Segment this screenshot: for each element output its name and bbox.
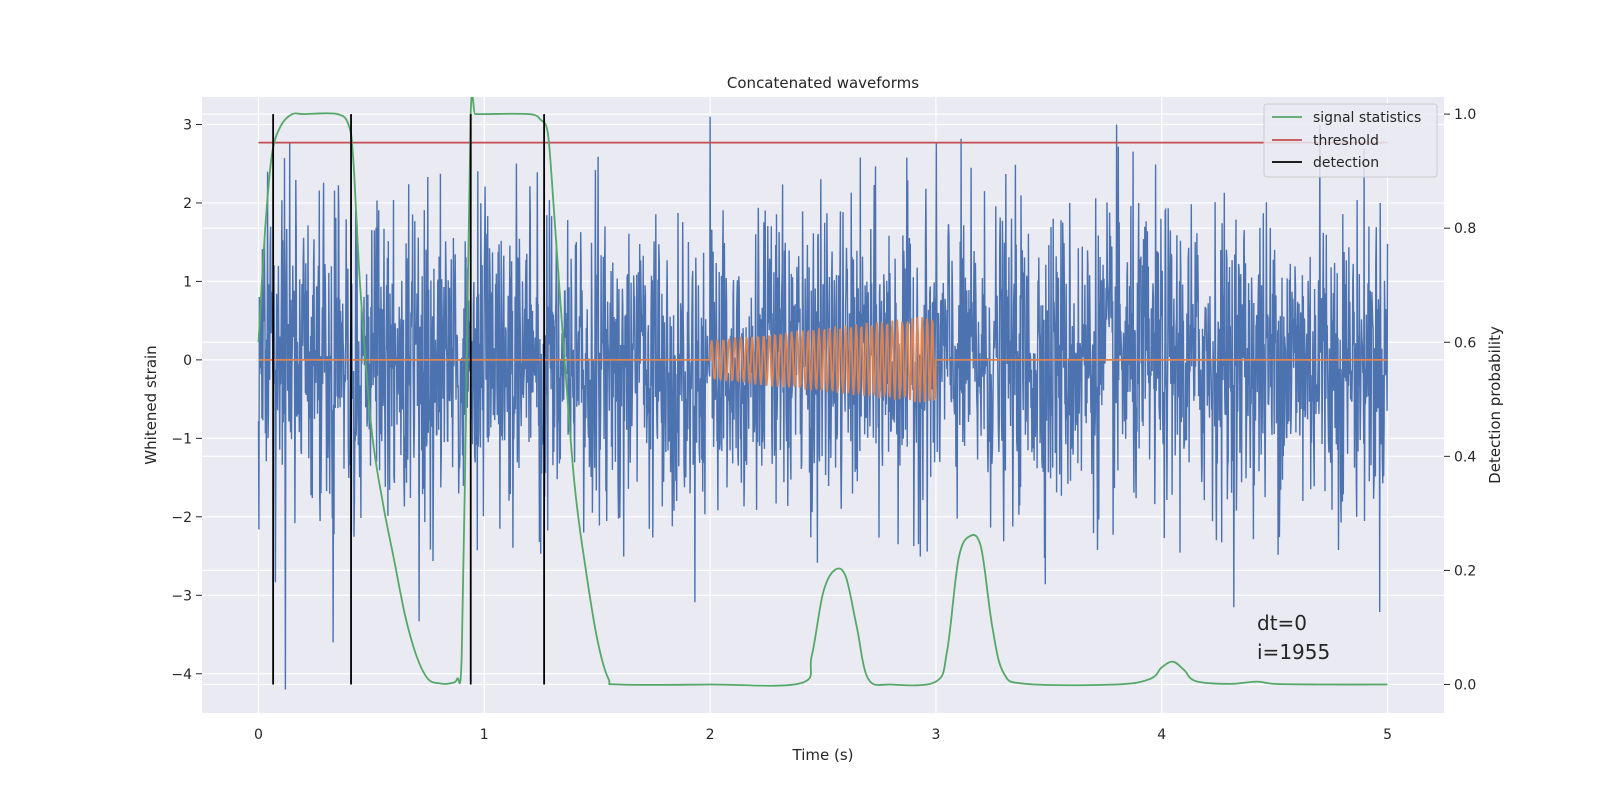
y2-tick-label: 0.8 xyxy=(1454,221,1476,237)
y-tick-label: 3 xyxy=(183,117,192,133)
y-tick-label: 2 xyxy=(183,196,192,212)
y-tick-label: 1 xyxy=(183,274,192,290)
y2-tick-label: 0.6 xyxy=(1454,335,1476,351)
annotation-i: i=1955 xyxy=(1257,640,1330,664)
ticks: 0 1 2 3 4 5 −4 −3 −2 −1 0 1 2 3 0.0 0.2 0.4 0.6 0.8 1.0 xyxy=(171,107,1476,743)
legend-label-threshold: threshold xyxy=(1313,133,1379,149)
y-tick-label: −2 xyxy=(171,510,192,526)
x-tick-label: 4 xyxy=(1157,727,1166,743)
legend-label-signal-statistics: signal statistics xyxy=(1313,110,1421,126)
series-whitened-strain xyxy=(257,116,1389,690)
x-tick-label: 0 xyxy=(254,727,263,743)
x-axis-label: Time (s) xyxy=(792,746,854,764)
y-tick-label: −4 xyxy=(171,667,192,683)
y2-tick-label: 0.2 xyxy=(1454,563,1476,579)
y2-tick-label: 0.4 xyxy=(1454,449,1476,465)
y-tick-label: −1 xyxy=(171,431,192,447)
y2-tick-label: 0.0 xyxy=(1454,677,1476,693)
series-layer xyxy=(257,97,1389,690)
x-tick-label: 5 xyxy=(1383,727,1392,743)
chart-title: Concatenated waveforms xyxy=(727,74,919,92)
legend: signal statistics threshold detection xyxy=(1263,103,1438,178)
legend-box xyxy=(1263,103,1438,178)
y-tick-label: 0 xyxy=(183,353,192,369)
y2-axis-label: Detection probability xyxy=(1486,326,1504,484)
series-signal-statistics xyxy=(257,97,1388,687)
y2-tick-label: 1.0 xyxy=(1454,107,1476,123)
annotation-dt: dt=0 xyxy=(1257,611,1307,635)
y-axis-label: Whitened strain xyxy=(142,345,160,464)
series-injected-waveform xyxy=(258,317,1388,403)
x-tick-label: 1 xyxy=(480,727,489,743)
y-tick-label: −3 xyxy=(171,588,192,604)
x-tick-label: 2 xyxy=(706,727,715,743)
x-tick-label: 3 xyxy=(931,727,940,743)
legend-label-detection: detection xyxy=(1313,155,1379,171)
